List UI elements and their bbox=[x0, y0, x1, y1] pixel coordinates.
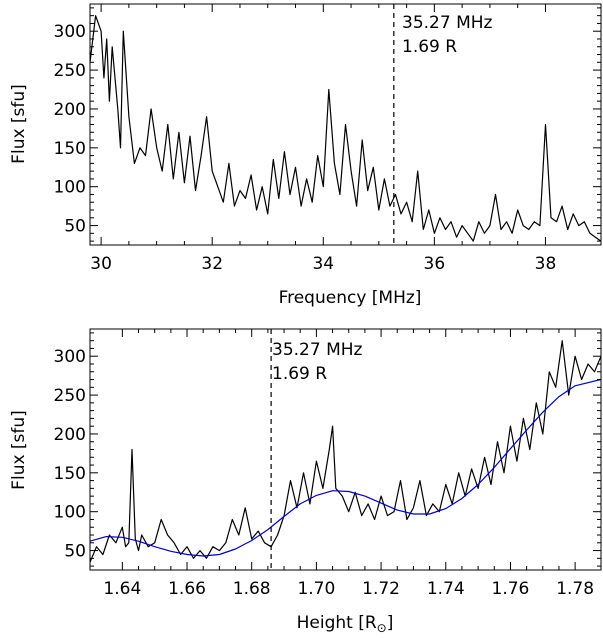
bottom-x-tick-label: 1.68 bbox=[233, 579, 271, 599]
bottom-x-tick-label: 1.66 bbox=[168, 579, 206, 599]
bottom-series-line-0 bbox=[89, 340, 602, 563]
bottom-x-tick-label: 1.78 bbox=[556, 579, 594, 599]
top-x-axis-label: Frequency [MHz] bbox=[279, 288, 422, 308]
bottom-x-axis-label-main: Height [R bbox=[297, 613, 377, 633]
top-x-tick-label: 32 bbox=[201, 254, 223, 274]
bottom-marker-label-2: 1.69 R bbox=[272, 364, 327, 384]
top-y-tick-label: 200 bbox=[54, 100, 86, 120]
bottom-series-layer bbox=[89, 340, 602, 563]
bottom-y-axis-label: Flux [sfu] bbox=[9, 410, 29, 490]
top-series-layer bbox=[89, 15, 602, 242]
top-marker-label-2: 1.69 R bbox=[402, 37, 457, 57]
bottom-x-tick-label: 1.70 bbox=[297, 579, 335, 599]
top-x-tick-label: 34 bbox=[312, 254, 334, 274]
bottom-y-tick-label: 50 bbox=[64, 542, 86, 562]
top-x-tick-label: 30 bbox=[90, 254, 112, 274]
panel-height: 1.64 1.66 1.68 1.70 1.72 1.74 1.76 1.78 50 100 150… bbox=[9, 328, 602, 635]
bottom-x-tick-label: 1.64 bbox=[103, 579, 141, 599]
bottom-marker-label-1: 35.27 MHz bbox=[272, 340, 363, 360]
top-y-tick-label: 100 bbox=[54, 178, 86, 198]
top-y-tick-label: 300 bbox=[54, 22, 86, 42]
top-y-tick-label: 250 bbox=[54, 61, 86, 81]
bottom-x-axis-label-end: ] bbox=[387, 613, 394, 633]
top-marker-label-1: 35.27 MHz bbox=[402, 13, 493, 33]
top-series-line-0 bbox=[89, 15, 602, 242]
top-x-tick-label: 38 bbox=[535, 254, 557, 274]
top-x-tick-label: 36 bbox=[424, 254, 446, 274]
top-ticks-layer: 30 32 34 36 38 50 100 150 200 250 300 bbox=[54, 4, 601, 274]
bottom-ticks-layer: 1.64 1.66 1.68 1.70 1.72 1.74 1.76 1.78 50 100 150… bbox=[54, 329, 601, 599]
bottom-x-axis-label-symbol: ⊙ bbox=[377, 621, 387, 635]
bottom-y-tick-label: 100 bbox=[54, 503, 86, 523]
bottom-y-tick-label: 250 bbox=[54, 386, 86, 406]
top-y-axis-label: Flux [sfu] bbox=[9, 84, 29, 164]
bottom-x-tick-label: 1.74 bbox=[427, 579, 465, 599]
top-y-tick-label: 150 bbox=[54, 139, 86, 159]
bottom-x-tick-label: 1.76 bbox=[492, 579, 530, 599]
bottom-y-tick-label: 200 bbox=[54, 425, 86, 445]
bottom-x-axis-label: Height [R⊙] bbox=[297, 613, 394, 635]
bottom-series-line-1 bbox=[89, 378, 602, 557]
bottom-y-tick-label: 150 bbox=[54, 464, 86, 484]
bottom-x-tick-label: 1.72 bbox=[362, 579, 400, 599]
panel-frequency: 30 32 34 36 38 50 100 150 200 250 300 35.27 MHz 1.… bbox=[9, 3, 602, 308]
bottom-y-tick-label: 300 bbox=[54, 347, 86, 367]
top-y-tick-label: 50 bbox=[64, 217, 86, 237]
